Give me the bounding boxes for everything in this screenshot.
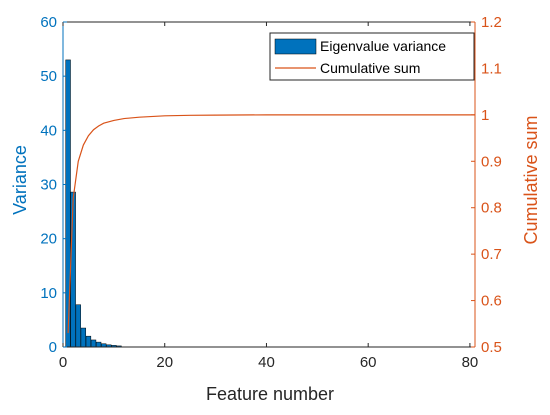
bar-6 [90,339,97,348]
y-right-tick-label: 0.6 [481,293,502,310]
y-left-tick-label: 30 [40,177,57,194]
y-right-tick-label: 1.1 [481,60,502,77]
y-right-tick-label: 0.8 [481,200,502,217]
labels-layer: Feature number Variance Cumulative sum [10,115,541,404]
y-left-tick-label: 60 [40,14,57,31]
x-tick-label: 40 [258,354,275,371]
bar-5 [85,335,92,348]
bar-4 [80,327,87,348]
legend-bar-label: Eigenvalue variance [320,38,446,54]
line-layer [67,114,475,334]
bar-3 [75,304,81,348]
y-left-tick-label: 50 [40,68,57,85]
x-tick-label: 60 [360,354,377,371]
y-right-tick-label: 1.2 [481,14,502,31]
x-axis-label: Feature number [206,384,334,404]
legend-line-label: Cumulative sum [320,60,420,76]
y-left-tick-label: 20 [40,231,57,248]
y-right-tick-label: 0.7 [481,246,502,263]
x-tick-label: 20 [156,354,173,371]
y-right-tick-label: 0.9 [481,153,502,170]
y-axis-left-label: Variance [10,145,30,215]
y-left-tick-label: 40 [40,122,57,139]
y-left-tick-label: 10 [40,285,57,302]
y-right-tick-label: 1 [481,107,489,124]
bar-2 [70,191,76,348]
legend: Eigenvalue variance Cumulative sum [269,32,475,81]
ticks-layer: 0 20 40 60 80 0 10 20 30 40 50 60 0.5 0.6 0.7 0.8 0.9 1 1.… [40,14,502,371]
cumulative-sum-line [67,114,475,334]
legend-bar-swatch [274,38,317,55]
y-axis-right-label: Cumulative sum [521,115,541,244]
x-tick-label: 80 [462,354,479,371]
bar-7 [95,341,102,348]
y-left-tick-label: 0 [49,339,57,356]
x-tick-label: 0 [59,354,67,371]
y-right-tick-label: 0.5 [481,339,502,356]
